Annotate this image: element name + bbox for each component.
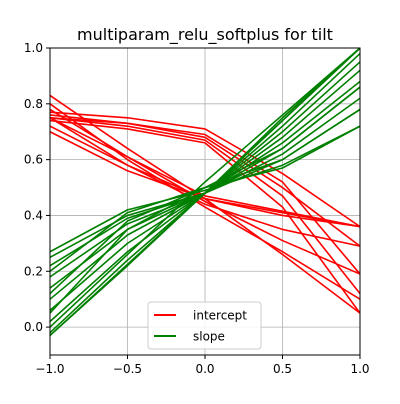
x-tick-label: 0.0 xyxy=(195,362,214,376)
slope-line xyxy=(49,86,361,314)
intercept-line xyxy=(49,119,361,314)
intercept-line xyxy=(49,117,361,247)
intercept-line xyxy=(49,116,361,247)
intercept-line xyxy=(49,116,361,295)
y-tick-label: 0.2 xyxy=(24,264,43,278)
intercept-line xyxy=(49,111,361,228)
intercept-line xyxy=(49,131,361,228)
x-tick-label: −0.5 xyxy=(113,362,142,376)
legend-label-slope: slope xyxy=(193,330,225,344)
y-tick-label: 0.8 xyxy=(24,97,43,111)
intercept-line xyxy=(49,117,361,228)
y-tick-label: 0.4 xyxy=(24,208,43,222)
legend-box xyxy=(147,301,262,350)
legend: intercept slope xyxy=(147,301,262,350)
series-slope xyxy=(49,47,361,337)
x-tick-label: −1.0 xyxy=(35,362,64,376)
series-layer xyxy=(49,47,361,337)
slope-line xyxy=(49,47,361,328)
y-tick-label: 1.0 xyxy=(24,41,43,55)
x-tick-label: 1.0 xyxy=(350,362,369,376)
y-tick-label: 0.0 xyxy=(24,320,43,334)
y-tick-label: 0.6 xyxy=(24,153,43,167)
intercept-line xyxy=(49,108,361,275)
ticks: −1.0 −0.5 0.0 0.5 1.0 0.0 0.2 0.4 0.6 0.8 1.0 xyxy=(24,41,370,376)
slope-line xyxy=(49,125,361,253)
x-tick-label: 0.5 xyxy=(273,362,292,376)
series-intercept xyxy=(49,94,361,314)
intercept-line xyxy=(49,114,361,275)
chart-title: multiparam_relu_softplus for tilt xyxy=(77,25,333,45)
legend-label-intercept: intercept xyxy=(193,309,247,323)
slope-line xyxy=(49,47,361,337)
